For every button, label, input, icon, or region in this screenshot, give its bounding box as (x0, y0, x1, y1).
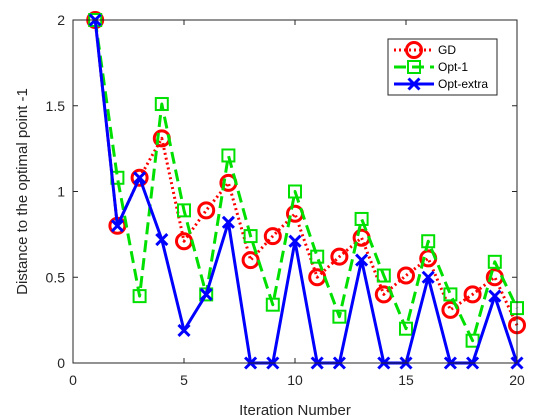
marker-square (199, 287, 214, 302)
marker-x (355, 253, 369, 267)
marker-square (487, 254, 502, 269)
marker-x (421, 270, 435, 284)
marker-circle (130, 168, 149, 187)
marker-square (221, 148, 236, 163)
y-tick-label: 2 (57, 12, 65, 28)
marker-square (421, 234, 436, 249)
series-line (93, 19, 519, 343)
marker-x (221, 215, 235, 229)
marker-x-stroke (177, 323, 191, 337)
marker-circle (405, 41, 423, 59)
marker-x-stroke (355, 253, 369, 267)
x-tick-label: 15 (398, 372, 414, 388)
x-tick-label: 0 (69, 372, 77, 388)
marker-x-stroke (133, 171, 147, 185)
marker-square (376, 268, 391, 283)
marker-square (265, 297, 280, 312)
x-axis-label: Iteration Number (239, 402, 351, 419)
marker-square (132, 289, 147, 304)
series-line (93, 19, 519, 326)
marker-square (399, 321, 413, 336)
marker-circle (197, 201, 216, 220)
series-layer (86, 11, 526, 370)
marker-x (488, 289, 502, 303)
marker-x-stroke (288, 234, 302, 248)
marker-circle (441, 300, 460, 319)
marker-x (110, 219, 124, 233)
marker-square (154, 97, 169, 112)
x-tick-label: 20 (509, 372, 525, 388)
marker-x (133, 171, 147, 185)
marker-x (407, 77, 421, 91)
y-tick-label: 0.5 (46, 269, 66, 285)
marker-square (310, 249, 325, 264)
marker-square (288, 184, 302, 199)
marker-circle (330, 247, 349, 266)
marker-circle (263, 227, 282, 246)
y-tick-label: 0 (57, 355, 65, 371)
marker-square (407, 60, 421, 74)
marker-square (354, 211, 369, 226)
marker-square (243, 229, 258, 244)
y-tick-label: 1 (57, 184, 65, 200)
legend-label: Opt-1 (438, 60, 468, 74)
marker-x-stroke (421, 270, 435, 284)
marker-x (288, 234, 302, 248)
marker-x-stroke (407, 77, 421, 91)
y-axis-ticks: 0 0.5 1 1.5 2 (46, 12, 517, 371)
marker-square (443, 287, 458, 302)
marker-square (177, 203, 191, 218)
x-tick-label: 5 (180, 372, 188, 388)
marker-x (199, 287, 213, 301)
legend-label: Opt-extra (438, 77, 488, 91)
x-tick-label: 10 (287, 372, 303, 388)
marker-x-stroke (155, 232, 169, 247)
marker-x-stroke (199, 287, 213, 301)
y-tick-label: 1.5 (46, 98, 66, 114)
x-axis-ticks: 0 5 10 15 20 (69, 20, 525, 388)
marker-x-stroke (110, 219, 124, 233)
legend: GD Opt-1 Opt-extra (387, 38, 498, 96)
marker-x (177, 323, 191, 337)
marker-circle (397, 266, 415, 285)
y-axis-label: Distance to the optimal point -1 (14, 88, 31, 295)
marker-square (332, 309, 347, 324)
marker-x-stroke (221, 215, 235, 229)
legend-label: GD (438, 43, 456, 57)
marker-x (155, 232, 169, 247)
series-line (93, 19, 519, 365)
marker-x-stroke (488, 289, 502, 303)
marker-circle (463, 285, 482, 304)
